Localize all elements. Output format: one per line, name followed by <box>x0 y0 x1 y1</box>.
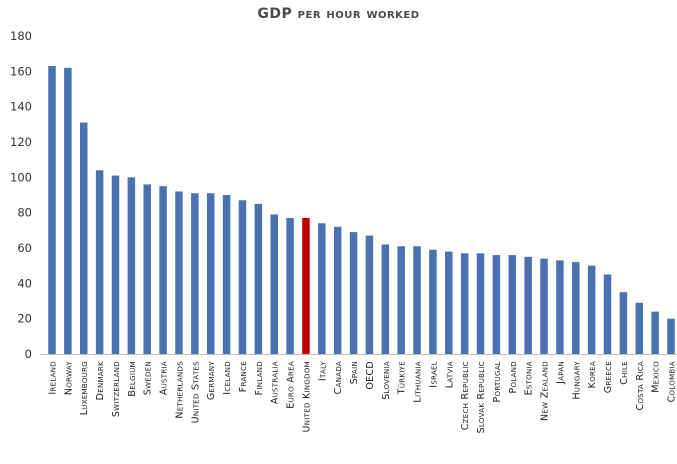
bar <box>667 318 675 354</box>
x-tick-label: Korea <box>587 361 598 388</box>
bar <box>397 246 405 354</box>
y-tick-label: 0 <box>25 347 32 361</box>
x-tick-label: Latvia <box>444 361 455 388</box>
bar <box>587 265 596 354</box>
x-tick-label: Canada <box>333 361 344 394</box>
x-tick-label: Switzerland <box>111 361 122 417</box>
bar <box>48 66 56 354</box>
y-tick-label: 160 <box>10 64 32 78</box>
x-tick-label: Sweden <box>143 361 154 395</box>
x-tick-label: United Kingdom <box>301 361 312 432</box>
bar <box>635 302 644 354</box>
bar <box>206 193 215 354</box>
x-tick-label: Estonia <box>524 361 535 395</box>
y-tick-label: 120 <box>10 135 32 149</box>
bar <box>175 191 183 354</box>
bar <box>238 200 247 354</box>
x-axis-labels: Ireland Norway Luxembourg Denmark Switzerlan… <box>48 361 677 434</box>
x-tick-label: Belgium <box>127 361 138 397</box>
bar <box>222 195 231 354</box>
bar <box>159 186 167 354</box>
x-tick-label: Czech Republic <box>460 361 471 430</box>
x-tick-label: Portugal <box>492 361 503 403</box>
x-tick-label: Germany <box>206 361 217 401</box>
bars <box>48 66 675 355</box>
bar <box>651 311 659 354</box>
x-tick-label: Denmark <box>95 361 106 400</box>
bar <box>79 122 88 354</box>
bar <box>445 251 453 354</box>
bar <box>64 67 72 355</box>
x-tick-label: Luxembourg <box>79 361 90 415</box>
bar <box>365 235 374 354</box>
bar <box>254 203 263 354</box>
x-tick-label: OECD <box>365 361 376 390</box>
bar <box>429 249 437 354</box>
y-tick-label: 80 <box>17 206 32 220</box>
x-tick-label: France <box>238 361 249 392</box>
y-tick-label: 60 <box>17 241 32 255</box>
bar-highlighted <box>302 217 310 354</box>
x-tick-label: Ireland <box>48 361 59 395</box>
bar <box>333 226 342 354</box>
x-tick-label: Chile <box>619 361 630 385</box>
y-tick-label: 100 <box>10 170 32 184</box>
x-tick-label: New Zealand <box>540 361 551 421</box>
bar <box>619 292 628 354</box>
y-tick-label: 180 <box>10 29 32 43</box>
x-tick-label: Lithuania <box>413 361 424 403</box>
x-tick-label: Poland <box>508 361 519 394</box>
bar <box>127 177 136 354</box>
bar <box>540 258 548 354</box>
bar <box>556 260 564 354</box>
x-tick-label: Iceland <box>222 361 233 395</box>
x-tick-label: Japan <box>555 361 566 385</box>
bar <box>191 193 199 354</box>
x-tick-label: Slovak Republic <box>476 361 487 433</box>
bar <box>524 256 532 354</box>
x-tick-label: United States <box>190 361 201 424</box>
x-tick-label: Türkiye <box>397 361 408 395</box>
x-tick-label: Norway <box>63 361 74 395</box>
bar <box>508 255 517 354</box>
bar <box>381 244 390 354</box>
bar <box>349 232 358 354</box>
bar <box>603 274 612 354</box>
bar <box>95 170 104 354</box>
chart-title: GDP per hour worked <box>257 6 420 22</box>
x-tick-label: Austria <box>159 361 170 395</box>
x-tick-label: Costa Rica <box>635 361 646 410</box>
y-axis: 0 20 40 60 80 100 120 140 160 180 <box>10 29 32 361</box>
x-tick-label: Greece <box>603 361 614 393</box>
bar <box>270 214 278 354</box>
bar <box>286 217 294 354</box>
bar <box>572 262 580 354</box>
x-tick-label: Slovenia <box>381 361 392 400</box>
y-tick-label: 20 <box>17 312 32 326</box>
y-tick-label: 140 <box>10 100 32 114</box>
bar <box>143 184 151 354</box>
bar <box>111 175 120 354</box>
x-tick-label: Israel <box>428 361 439 388</box>
x-tick-label: Spain <box>349 361 360 384</box>
x-tick-label: Colombia <box>667 361 677 402</box>
x-tick-label: Hungary <box>571 361 582 400</box>
x-tick-label: Italy <box>317 361 328 381</box>
bar <box>476 253 485 354</box>
bar <box>413 246 421 354</box>
bar <box>318 223 326 354</box>
y-tick-label: 40 <box>17 276 32 290</box>
x-tick-label: Netherlands <box>174 361 185 419</box>
x-tick-label: Euro Area <box>286 361 297 409</box>
x-tick-label: Australia <box>270 361 281 404</box>
x-tick-label: Finland <box>254 361 265 395</box>
bar <box>492 255 501 354</box>
bar <box>460 253 469 354</box>
x-tick-label: Mexico <box>651 361 662 393</box>
